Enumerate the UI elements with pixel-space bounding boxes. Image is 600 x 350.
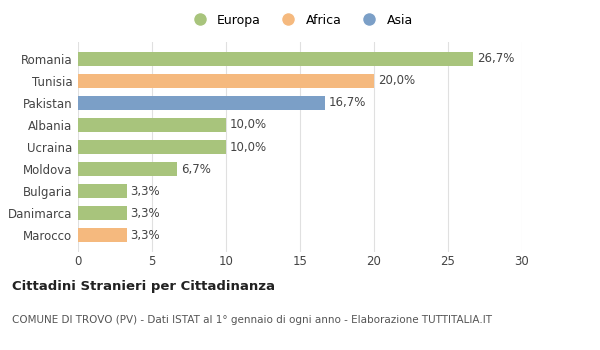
Bar — [78, 206, 127, 220]
Text: 16,7%: 16,7% — [329, 96, 366, 109]
Text: 3,3%: 3,3% — [131, 229, 160, 242]
Text: 20,0%: 20,0% — [378, 74, 415, 87]
Text: 26,7%: 26,7% — [477, 52, 514, 65]
Bar — [78, 228, 127, 243]
Text: 10,0%: 10,0% — [230, 118, 267, 132]
Text: 10,0%: 10,0% — [230, 140, 267, 154]
Text: COMUNE DI TROVO (PV) - Dati ISTAT al 1° gennaio di ogni anno - Elaborazione TUTT: COMUNE DI TROVO (PV) - Dati ISTAT al 1° … — [12, 315, 492, 325]
Text: 3,3%: 3,3% — [131, 207, 160, 220]
Bar — [78, 96, 325, 110]
Bar — [78, 162, 177, 176]
Bar — [78, 51, 473, 66]
Bar — [78, 118, 226, 132]
Bar — [78, 140, 226, 154]
Text: 3,3%: 3,3% — [131, 185, 160, 198]
Text: 6,7%: 6,7% — [181, 162, 211, 176]
Bar — [78, 74, 374, 88]
Legend: Europa, Africa, Asia: Europa, Africa, Asia — [182, 8, 418, 32]
Bar — [78, 184, 127, 198]
Text: Cittadini Stranieri per Cittadinanza: Cittadini Stranieri per Cittadinanza — [12, 280, 275, 293]
